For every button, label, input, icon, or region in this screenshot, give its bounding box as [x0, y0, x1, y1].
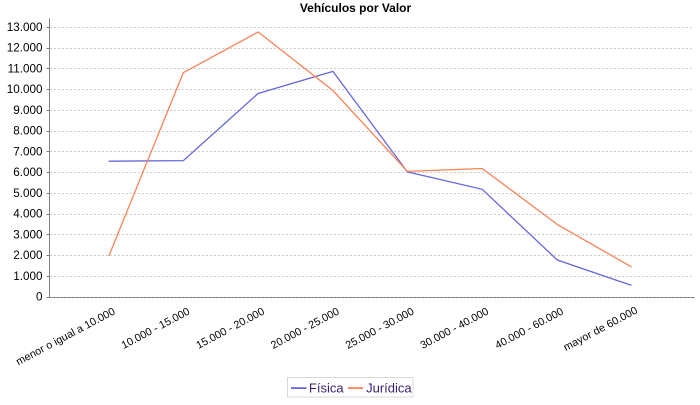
svg-text:4.000: 4.000 — [13, 208, 43, 221]
svg-text:13.000: 13.000 — [7, 21, 43, 34]
svg-text:5.000: 5.000 — [13, 187, 43, 200]
svg-text:9.000: 9.000 — [13, 104, 43, 117]
svg-text:0: 0 — [36, 291, 43, 304]
svg-text:Vehículos por Valor: Vehículos por Valor — [300, 1, 412, 15]
svg-text:2.000: 2.000 — [13, 249, 43, 262]
svg-text:3.000: 3.000 — [13, 228, 43, 241]
svg-text:Jurídica: Jurídica — [366, 380, 412, 395]
svg-text:6.000: 6.000 — [13, 166, 43, 179]
svg-text:12.000: 12.000 — [7, 42, 43, 55]
svg-text:11.000: 11.000 — [8, 63, 43, 76]
svg-text:1.000: 1.000 — [13, 270, 43, 283]
svg-text:8.000: 8.000 — [13, 125, 43, 138]
svg-text:7.000: 7.000 — [13, 145, 43, 158]
svg-text:10.000: 10.000 — [7, 83, 43, 96]
svg-text:Física: Física — [309, 380, 344, 395]
